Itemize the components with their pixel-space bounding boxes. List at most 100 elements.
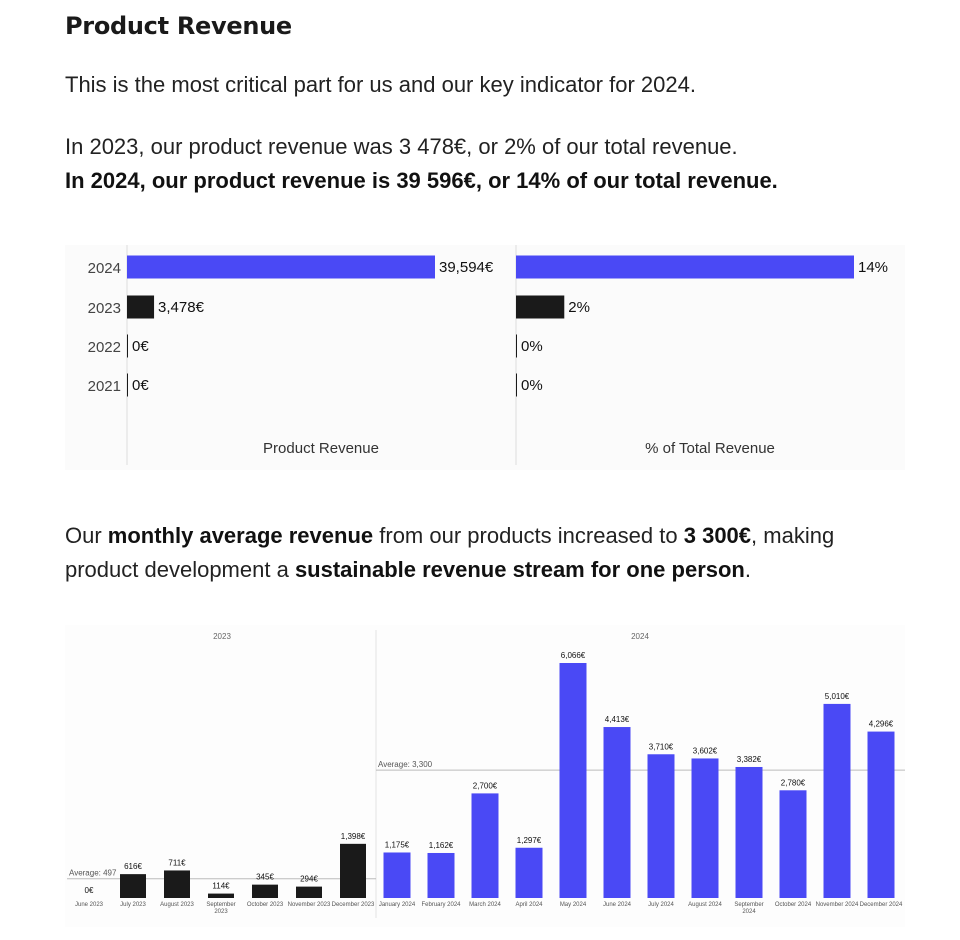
intro-paragraph: This is the most critical part for us an… <box>65 72 696 97</box>
bar-July 2024 <box>647 754 675 898</box>
monthly-text-4: . <box>744 557 751 582</box>
panel-title: 2024 <box>631 632 649 641</box>
bar-June 2024 <box>603 727 631 898</box>
panel-label: % of Total Revenue <box>645 440 775 457</box>
tick-label: 2023 <box>214 909 228 915</box>
monthly-revenue-chart: 2023 Average: 497 0€ June 2023 616€ July 2023… <box>65 625 905 927</box>
tick-label: November 2023 <box>288 902 331 908</box>
bar-label: 0€ <box>132 377 149 394</box>
category-label: 2021 <box>88 378 121 395</box>
bar-May 2024 <box>559 663 587 898</box>
revenue-2024-text: In 2024, our product revenue is 39 596€,… <box>65 168 778 193</box>
tick-label: June 2024 <box>603 902 632 908</box>
bar-value-label: 616€ <box>124 862 142 871</box>
bar-value-label: 2,780€ <box>781 778 806 787</box>
bar-April 2024 <box>515 847 543 898</box>
monthly-text-1: Our <box>65 523 108 548</box>
bar-January 2024 <box>383 852 411 898</box>
bar-value-label: 6,066€ <box>561 651 586 660</box>
tick-label: 2024 <box>742 909 756 915</box>
bar-December 2023 <box>340 843 366 898</box>
bar-value-label: 1,398€ <box>341 832 366 841</box>
bar-label: 39,594€ <box>439 259 494 276</box>
tick-label: August 2023 <box>160 902 194 908</box>
bar-value-label: 4,296€ <box>869 720 894 729</box>
tick-label: July 2023 <box>120 902 146 908</box>
bar-2022 <box>127 334 128 358</box>
tick-label: September <box>206 902 235 908</box>
monthly-bold-2: 3 300€ <box>683 523 752 548</box>
bar-label: 0% <box>521 338 543 355</box>
bar-2021 <box>127 373 128 397</box>
average-label: Average: 3,300 <box>378 760 433 769</box>
bar-2022 <box>516 334 517 358</box>
bar-August 2024 <box>691 758 719 898</box>
bar-February 2024 <box>427 852 455 898</box>
bar-value-label: 1,297€ <box>517 836 542 845</box>
tick-label: July 2024 <box>648 902 674 908</box>
revenue-2023-text: In 2023, our product revenue was 3 478€,… <box>65 134 738 159</box>
panel-title: 2023 <box>213 632 231 641</box>
category-label: 2023 <box>88 300 121 317</box>
tick-label: March 2024 <box>469 902 501 908</box>
tick-label: April 2024 <box>515 902 543 908</box>
page-title: Product Revenue <box>65 12 292 40</box>
bar-value-label: 4,413€ <box>605 715 630 724</box>
chart-background <box>65 245 905 470</box>
bar-October 2023 <box>252 884 278 898</box>
bar-July 2023 <box>120 874 146 898</box>
bar-label: 14% <box>858 259 888 276</box>
bar-value-label: 3,382€ <box>737 755 762 764</box>
bar-October 2024 <box>779 790 807 898</box>
tick-label: May 2024 <box>560 902 587 908</box>
tick-label: December 2023 <box>332 902 375 908</box>
bar-label: 0% <box>521 377 543 394</box>
bar-value-label: 711€ <box>168 858 186 867</box>
monthly-summary: Our monthly average revenue from our pro… <box>65 519 905 587</box>
bar-value-label: 3,602€ <box>693 746 718 755</box>
bar-November 2024 <box>823 703 851 898</box>
bar-value-label: 294€ <box>300 875 318 884</box>
tick-label: October 2024 <box>775 902 812 908</box>
category-label: 2024 <box>88 260 121 277</box>
bar-value-label: 1,175€ <box>385 840 410 849</box>
tick-label: June 2023 <box>75 902 104 908</box>
bar-label: 3,478€ <box>158 299 205 316</box>
bar-2023 <box>127 295 155 319</box>
bar-December 2024 <box>867 731 895 898</box>
revenue-summary: In 2023, our product revenue was 3 478€,… <box>65 130 778 198</box>
bar-value-label: 3,710€ <box>649 742 674 751</box>
bar-2021 <box>516 373 517 397</box>
bar-August 2023 <box>164 870 190 898</box>
category-label: 2022 <box>88 339 121 356</box>
average-label: Average: 497 <box>69 869 117 878</box>
tick-label: August 2024 <box>688 902 722 908</box>
bar-label: 0€ <box>132 338 149 355</box>
tick-label: November 2024 <box>816 902 859 908</box>
monthly-text-2: from our products increased to <box>373 523 684 548</box>
bar-September 2024 <box>735 766 763 898</box>
tick-label: December 2024 <box>860 902 903 908</box>
bar-label: 2% <box>568 299 590 316</box>
tick-label: October 2023 <box>247 902 284 908</box>
bar-2024 <box>516 255 854 279</box>
tick-label: February 2024 <box>421 902 461 908</box>
monthly-bold-1: monthly average revenue <box>107 523 374 548</box>
monthly-bold-3: sustainable revenue stream for one perso… <box>294 557 745 582</box>
bar-value-label: 2,700€ <box>473 781 498 790</box>
bar-September 2023 <box>208 893 234 898</box>
bar-value-label: 0€ <box>85 886 94 895</box>
monthly-text-3: , making product development a <box>65 523 835 582</box>
panel-label: Product Revenue <box>263 440 379 457</box>
annual-revenue-chart: 39,594€ 3,478€ 0€ 0€ Product Revenue 14% 2% 0% 0… <box>65 245 905 470</box>
bar-March 2024 <box>471 793 499 898</box>
bar-value-label: 345€ <box>256 873 274 882</box>
bar-value-label: 5,010€ <box>825 692 850 701</box>
tick-label: January 2024 <box>379 902 416 908</box>
bar-November 2023 <box>296 886 322 898</box>
bar-value-label: 114€ <box>212 882 230 891</box>
bar-2023 <box>516 295 565 319</box>
bar-2024 <box>127 255 435 279</box>
bar-value-label: 1,162€ <box>429 841 454 850</box>
tick-label: September <box>734 902 763 908</box>
